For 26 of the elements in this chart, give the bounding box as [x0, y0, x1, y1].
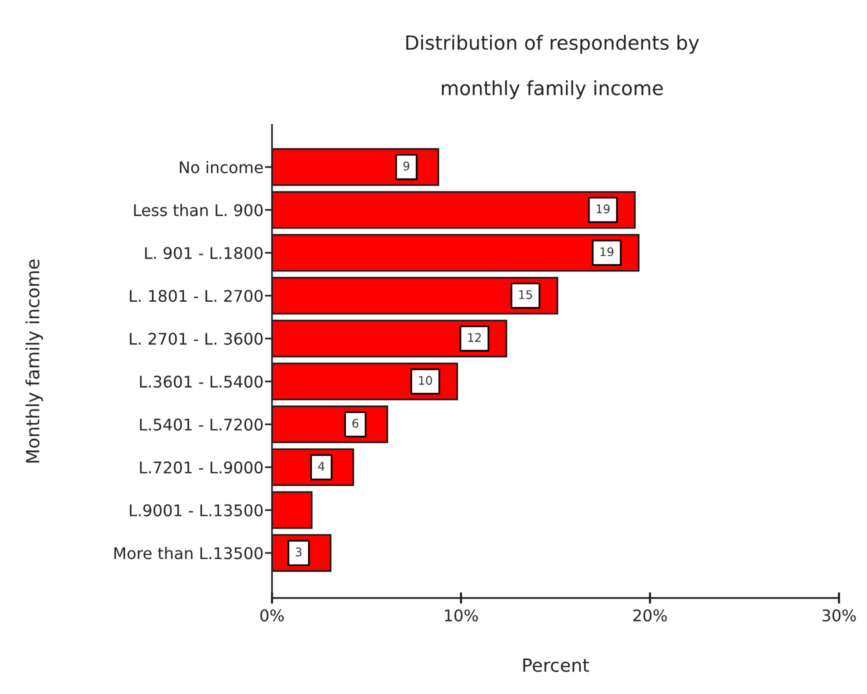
data-label: 19 — [596, 204, 610, 214]
data-label: 6 — [352, 418, 358, 428]
y-tick-label: L. 901 - L.1800 — [145, 247, 263, 260]
y-tick-label: L.3601 - L.5400 — [140, 376, 263, 388]
y-tick-label: L. 1801 - L. 2700 — [130, 290, 263, 302]
y-tick-label: L.9001 - L.13500 — [130, 504, 263, 516]
y-tick-label: L.5401 - L.7200 — [140, 418, 263, 431]
data-label: 19 — [600, 247, 614, 256]
data-label: 12 — [468, 333, 481, 342]
data-label: 15 — [519, 290, 532, 300]
y-tick-label: L.7201 - L.9000 — [140, 461, 263, 474]
x-tick-label: 10% — [445, 609, 478, 622]
x-tick-label: 30% — [822, 609, 856, 622]
x-axis-title: Percent — [523, 658, 590, 672]
y-tick-label: More than L.13500 — [114, 546, 263, 560]
x-tick-label: 0% — [260, 609, 284, 622]
y-tick-label: No income — [180, 160, 263, 174]
data-label: 9 — [403, 162, 410, 170]
chart-title: Distribution of respondents by monthly family income — [406, 34, 700, 100]
y-tick-label: Less than L. 900 — [134, 204, 263, 216]
data-label: 10 — [419, 376, 432, 385]
x-tick-label: 20% — [633, 609, 667, 622]
y-tick-label: L. 2701 - L. 3600 — [130, 332, 263, 345]
data-label: 4 — [318, 462, 324, 470]
data-label: 3 — [296, 547, 302, 556]
y-axis-title: Monthly family income — [26, 260, 43, 463]
